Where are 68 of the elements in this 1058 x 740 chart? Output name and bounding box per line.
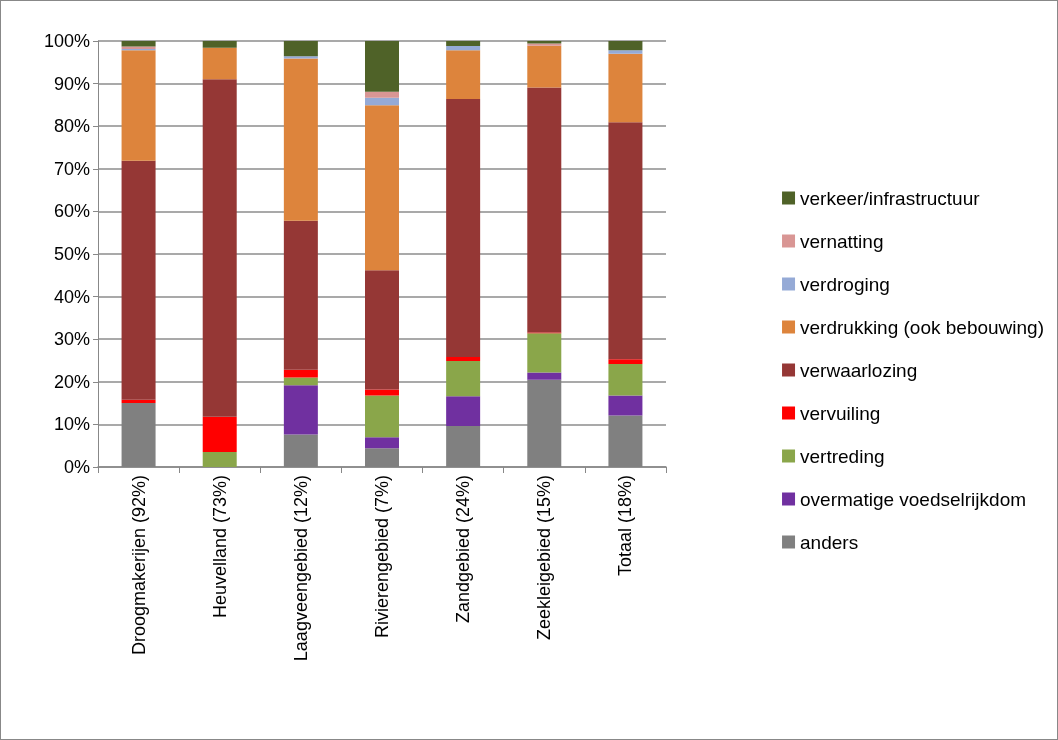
x-tick-label: Rivierengebied (7%) [372,475,392,639]
x-tick-label: Totaal (18%) [615,475,636,577]
y-tick-label: 0% [63,457,90,477]
y-tick-label: 100% [43,31,90,51]
bar [283,56,318,59]
bar [608,363,643,396]
bar [608,359,643,364]
y-tick-label: 60% [53,201,90,222]
x-tick-label: Zandgebied (24%) [453,475,474,624]
bar [365,389,399,396]
bar [446,360,481,397]
bar [283,385,318,435]
legend-label: verdroging [800,273,890,295]
x-tick-label: Zeekleigebied (15%) [534,475,555,641]
y-tick-label: 30% [53,329,90,350]
legend-label: verdrukking (ook bebouwing) [800,316,1044,338]
bar [202,452,237,467]
bar [446,98,481,358]
bar [202,47,237,80]
bar [121,41,156,47]
y-tick-label: 10% [53,414,90,435]
legend-label: vernatting [800,230,884,252]
bar [608,122,643,360]
legend-label: vertreding [800,445,885,467]
bar [608,53,643,123]
bar [283,58,318,221]
x-tick-label: Droogmakerijen (92%) [128,475,149,656]
bar [608,41,643,51]
bar [365,105,399,271]
legend-label: anders [800,531,859,553]
y-tick-label: 70% [53,158,90,179]
bar [202,79,237,417]
bar [365,395,399,438]
bar [202,416,237,453]
bar [446,41,481,47]
bar [121,50,156,161]
bar [608,50,643,54]
y-tick-label: 40% [53,286,90,307]
bar [283,41,318,57]
bar [365,41,399,92]
x-tick-label: Heuvelland (73%) [209,475,230,619]
y-tick-label: 90% [53,73,90,94]
y-tick-label: 80% [53,116,90,137]
y-tick-label: 50% [53,244,90,264]
legend-label: verkeer/infrastructuur [800,187,981,209]
bar [446,357,481,361]
y-tick-label: 20% [53,371,90,392]
bar [365,270,399,390]
legend-label: verwaarlozing [800,359,918,381]
bar [365,97,399,106]
legend-label: overmatige voedselrijkdom [800,488,1027,510]
bar [527,87,562,333]
bar [527,372,562,380]
bar [283,377,318,386]
bar [283,220,318,370]
bar [365,91,399,98]
bar [446,50,481,99]
bar [527,45,562,88]
legend-label: vervuiling [800,402,881,424]
bar [608,395,643,416]
bar [283,369,318,378]
bar [446,396,481,427]
bar [121,160,156,400]
bar [365,437,399,449]
bar [202,41,237,48]
x-tick-label: Laagveengebied (12%) [290,475,311,662]
bar [446,46,481,51]
bar [527,333,562,373]
